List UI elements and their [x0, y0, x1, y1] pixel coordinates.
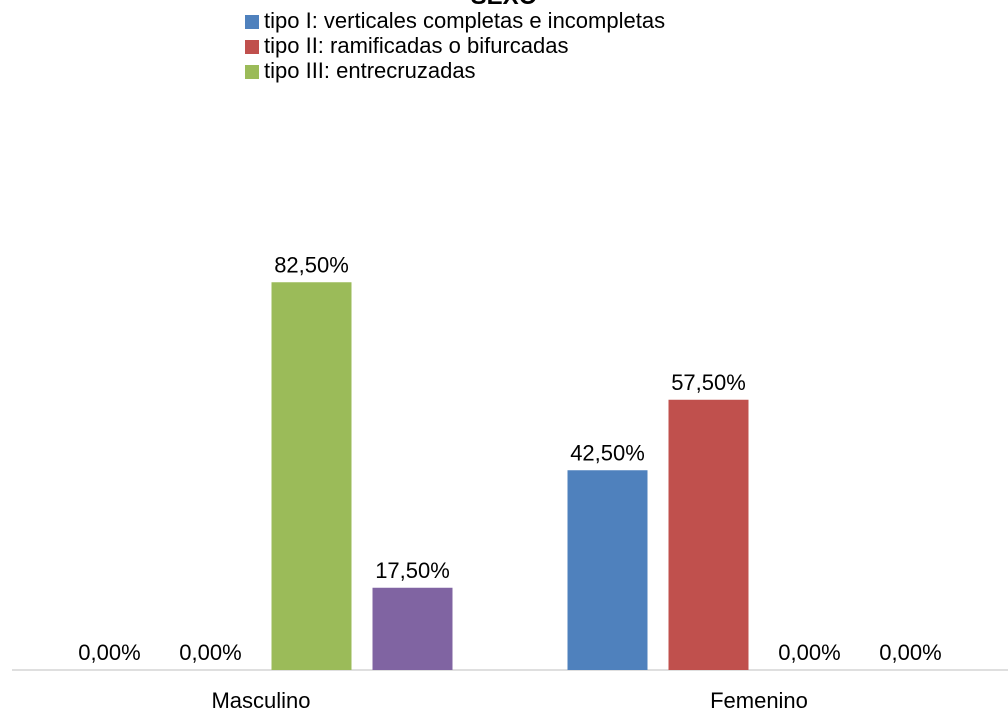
legend-swatch: [245, 15, 259, 29]
legend-swatch: [245, 40, 259, 54]
x-tick-label: Femenino: [710, 688, 808, 713]
data-label: 0,00%: [879, 640, 941, 665]
data-label: 82,50%: [274, 252, 349, 277]
bar: [372, 587, 453, 670]
legend-label: tipo III: entrecruzadas: [264, 58, 476, 83]
chart-title: SEXO: [471, 0, 538, 10]
legend-label: tipo II: ramificadas o bifurcadas: [264, 33, 568, 58]
bar: [668, 399, 749, 670]
data-label: 42,50%: [570, 440, 645, 465]
legend-swatch: [245, 65, 259, 79]
data-label: 0,00%: [179, 640, 241, 665]
data-label: 57,50%: [671, 370, 746, 395]
x-tick-label: Masculino: [211, 688, 310, 713]
data-label: 17,50%: [375, 558, 450, 583]
bar: [567, 470, 648, 670]
bar: [271, 282, 352, 670]
data-label: 0,00%: [78, 640, 140, 665]
data-label: 0,00%: [778, 640, 840, 665]
legend-label: tipo I: verticales completas e incomplet…: [264, 8, 665, 33]
